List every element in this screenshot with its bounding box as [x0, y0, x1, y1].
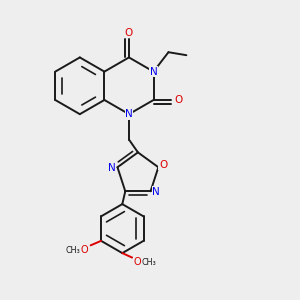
Text: CH₃: CH₃ — [66, 246, 81, 255]
Text: N: N — [125, 109, 133, 119]
Text: N: N — [108, 163, 116, 173]
Text: O: O — [134, 257, 141, 267]
Text: N: N — [152, 187, 160, 197]
Text: O: O — [81, 245, 88, 255]
Text: N: N — [150, 67, 158, 76]
Text: CH₃: CH₃ — [142, 258, 157, 267]
Text: O: O — [125, 28, 133, 38]
Text: O: O — [159, 160, 167, 170]
Text: O: O — [174, 95, 182, 105]
